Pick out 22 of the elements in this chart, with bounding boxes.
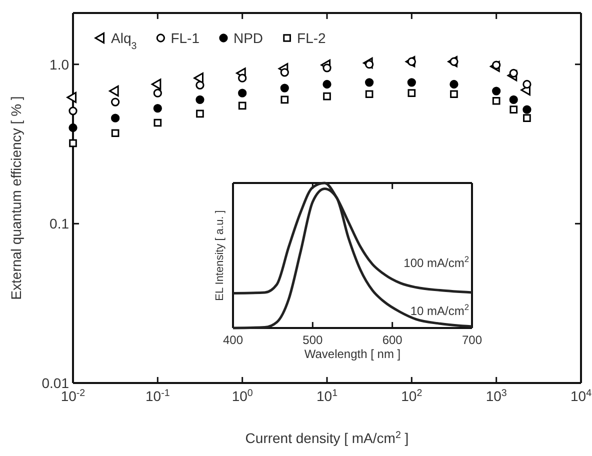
x-tick-label: 10$^{3}$ — [486, 388, 508, 404]
y-axis-title: External quantum efficiency [ % ] — [8, 96, 24, 300]
x-tick-label: 10$^{2}$ — [401, 388, 422, 404]
x-tick-label: 10$^{-1}$ — [146, 388, 170, 404]
y-axis-title: EL Intensity [ a.u. ] — [214, 210, 226, 301]
x-axis-title: Current density [ mA/cm$^{2}$ ] — [245, 430, 409, 446]
legend-label: NPD — [233, 30, 264, 46]
y-tick-label: 1.0 — [50, 56, 70, 72]
legend-label: Alq$_{3}$ — [111, 30, 138, 52]
y-tick-label: 0.1 — [50, 216, 70, 232]
legend-label: FL-2 — [297, 30, 326, 46]
x-tick-label: 600 — [382, 333, 403, 347]
x-tick-label: 10$^{4}$ — [570, 388, 592, 404]
annotation: 10 mA/cm$^{2}$ — [410, 302, 470, 318]
x-tick-label: 700 — [462, 333, 482, 347]
annotation: 100 mA/cm$^{2}$ — [404, 254, 470, 270]
legend-label: FL-1 — [170, 30, 200, 46]
x-axis-title: Wavelength [ nm ] — [304, 347, 401, 361]
x-tick-label: 10$^{0}$ — [232, 388, 254, 404]
x-tick-label: 500 — [302, 333, 323, 347]
x-tick-label: 10$^{1}$ — [316, 388, 338, 404]
x-tick-label: 400 — [222, 333, 244, 347]
